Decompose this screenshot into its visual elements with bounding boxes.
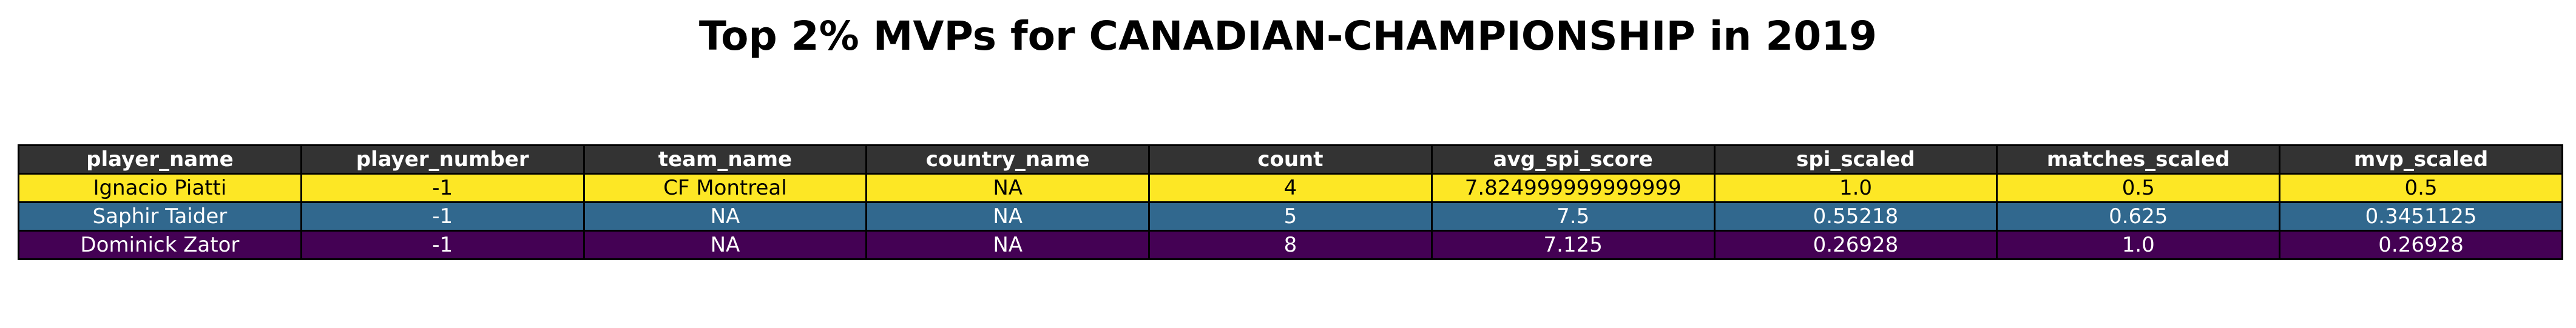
cell-spi-scaled: 0.55218 xyxy=(1714,202,1997,231)
cell-player-number: -1 xyxy=(301,202,584,231)
chart-title: Top 2% MVPs for CANADIAN-CHAMPIONSHIP in… xyxy=(0,11,2576,62)
cell-count: 8 xyxy=(1149,231,1432,259)
cell-spi-scaled: 1.0 xyxy=(1714,174,1997,202)
cell-matches-scaled: 0.625 xyxy=(1997,202,2280,231)
table-header: player_name player_number team_name country… xyxy=(19,146,2563,174)
cell-country-name: NA xyxy=(867,174,1149,202)
cell-spi-scaled: 0.26928 xyxy=(1714,231,1997,259)
column-header-team-name: team_name xyxy=(584,146,867,174)
column-header-player-name: player_name xyxy=(19,146,302,174)
cell-player-name: Dominick Zator xyxy=(19,231,302,259)
table-body: Ignacio Piatti -1 CF Montreal NA 4 7.82499999… xyxy=(19,174,2563,259)
cell-count: 4 xyxy=(1149,174,1432,202)
column-header-spi-scaled: spi_scaled xyxy=(1714,146,1997,174)
mvp-table: player_name player_number team_name country… xyxy=(18,144,2563,260)
cell-team-name: NA xyxy=(584,202,867,231)
cell-count: 5 xyxy=(1149,202,1432,231)
column-header-matches-scaled: matches_scaled xyxy=(1997,146,2280,174)
cell-player-name: Saphir Taider xyxy=(19,202,302,231)
table-row: Saphir Taider -1 NA NA 5 7.5 0.55218 0.625 0.345… xyxy=(19,202,2563,231)
cell-team-name: NA xyxy=(584,231,867,259)
column-header-avg-spi-score: avg_spi_score xyxy=(1432,146,1714,174)
cell-mvp-scaled: 0.26928 xyxy=(2280,231,2563,259)
cell-matches-scaled: 1.0 xyxy=(1997,231,2280,259)
cell-avg-spi-score: 7.5 xyxy=(1432,202,1714,231)
column-header-count: count xyxy=(1149,146,1432,174)
cell-country-name: NA xyxy=(867,202,1149,231)
cell-country-name: NA xyxy=(867,231,1149,259)
cell-mvp-scaled: 0.5 xyxy=(2280,174,2563,202)
table-row: Ignacio Piatti -1 CF Montreal NA 4 7.82499999… xyxy=(19,174,2563,202)
table-row: Dominick Zator -1 NA NA 8 7.125 0.26928 1.0 0.26… xyxy=(19,231,2563,259)
column-header-player-number: player_number xyxy=(301,146,584,174)
cell-player-name: Ignacio Piatti xyxy=(19,174,302,202)
cell-mvp-scaled: 0.3451125 xyxy=(2280,202,2563,231)
cell-player-number: -1 xyxy=(301,174,584,202)
cell-matches-scaled: 0.5 xyxy=(1997,174,2280,202)
cell-avg-spi-score: 7.125 xyxy=(1432,231,1714,259)
column-header-mvp-scaled: mvp_scaled xyxy=(2280,146,2563,174)
cell-player-number: -1 xyxy=(301,231,584,259)
column-header-country-name: country_name xyxy=(867,146,1149,174)
header-row: player_name player_number team_name country… xyxy=(19,146,2563,174)
cell-team-name: CF Montreal xyxy=(584,174,867,202)
cell-avg-spi-score: 7.824999999999999 xyxy=(1432,174,1714,202)
